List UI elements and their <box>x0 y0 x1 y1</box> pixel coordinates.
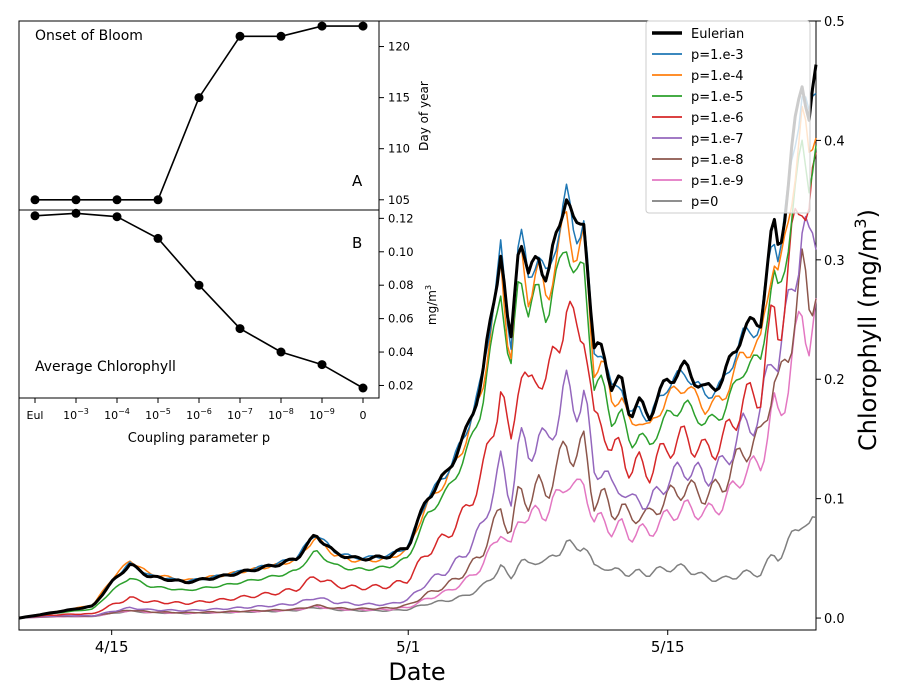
legend-label-8: p=0 <box>691 195 718 210</box>
legend-label-1: p=1.e-3 <box>691 48 744 63</box>
legend-label-7: p=1.e-9 <box>691 174 744 189</box>
inset-a-marker-6 <box>276 31 286 41</box>
inset-b-x-ticks: Eul 10−3 10−4 10−5 10−6 10−7 10−8 10−9 0 <box>27 398 367 422</box>
inset-a-y-ticks: 105 110 115 120 <box>379 40 410 207</box>
main-y-tick-label-3: 0.3 <box>824 254 845 269</box>
inset-b-y-tick-label-2: 0.06 <box>388 312 414 326</box>
inset-a-marker-2 <box>112 195 122 205</box>
main-y-ticks: 0.0 0.1 0.2 0.3 0.4 0.5 <box>816 15 845 627</box>
legend-frame <box>645 20 811 214</box>
inset-b-x-tick-label-0: Eul <box>27 409 44 422</box>
inset-b-marker-1 <box>71 208 81 218</box>
main-y-tick-label-5: 0.5 <box>824 15 845 30</box>
inset-b-y-tick-label-0: 0.02 <box>388 378 414 392</box>
main-y-tick-label-1: 0.1 <box>824 493 845 508</box>
main-x-axis-label: Date <box>388 658 445 686</box>
inset-b-x-tick-label-2: 10−4 <box>104 407 130 422</box>
main-chart: 4/15 5/1 5/15 0.0 0.1 0.2 0.3 0.4 0.5 Date Chlo… <box>18 15 882 686</box>
inset-b-marker-5 <box>235 324 245 334</box>
inset-b-marker-3 <box>153 233 163 243</box>
inset-b-content <box>30 208 368 393</box>
inset-a-marker-3 <box>153 195 163 205</box>
inset-a-y-tick-label-1: 110 <box>388 142 410 156</box>
inset-b-panel-label: B <box>352 234 362 252</box>
main-x-tick-label-0: 4/15 <box>95 638 129 656</box>
inset-a-y-tick-label-3: 120 <box>388 40 410 54</box>
inset-b-marker-6 <box>276 347 286 357</box>
inset-b-x-tick-label-4: 10−6 <box>186 407 212 422</box>
inset-b-x-tick-label-6: 10−8 <box>268 407 294 422</box>
inset-a-panel-label: A <box>352 172 363 190</box>
inset-a-marker-5 <box>235 31 245 41</box>
inset-b-y-tick-label-4: 0.10 <box>388 245 414 259</box>
main-y-tick-label-0: 0.0 <box>824 612 845 627</box>
inset-b-y-tick-label-5: 0.12 <box>388 211 414 225</box>
inset-b-x-tick-label-1: 10−3 <box>63 407 89 422</box>
inset-b-annotation: Average Chlorophyll <box>35 359 176 375</box>
inset-a-annotation: Onset of Bloom <box>35 28 143 44</box>
inset-b-marker-2 <box>112 212 122 222</box>
inset-b-x-tick-label-5: 10−7 <box>227 407 253 422</box>
main-x-tick-label-1: 5/1 <box>396 638 420 656</box>
series-line-6 <box>18 248 817 619</box>
main-y-tick-label-4: 0.4 <box>824 134 845 149</box>
inset-a-marker-1 <box>71 195 81 205</box>
inset-b-marker-7 <box>317 360 327 370</box>
inset-b-y-tick-label-3: 0.08 <box>388 278 414 292</box>
main-series-group <box>18 64 818 620</box>
inset-b-y-axis-label: mg/m3 <box>424 285 439 325</box>
inset-b-marker-0 <box>30 211 40 221</box>
inset-a-y-axis-label: Day of year <box>417 81 431 151</box>
inset-panel-b: 0.02 0.04 0.06 0.08 0.10 0.12 Eul 10−3 10−4 10−5… <box>18 208 439 446</box>
inset-a-y-tick-label-2: 115 <box>388 91 410 105</box>
main-x-tick-label-2: 5/15 <box>651 638 685 656</box>
main-y-axis-label: Chlorophyll (mg/m3) <box>851 209 882 451</box>
series-line-4 <box>18 152 817 619</box>
inset-b-marker-8 <box>358 383 368 393</box>
inset-a-marker-4 <box>194 93 204 103</box>
inset-b-y-tick-label-1: 0.04 <box>388 345 414 359</box>
legend-label-0: Eulerian <box>691 27 744 42</box>
legend-label-3: p=1.e-5 <box>691 90 744 105</box>
main-y-tick-label-2: 0.2 <box>824 373 845 388</box>
inset-a-frame <box>18 20 380 211</box>
series-line-3 <box>18 139 817 619</box>
inset-b-x-tick-label-3: 10−5 <box>145 407 171 422</box>
inset-b-y-ticks: 0.02 0.04 0.06 0.08 0.10 0.12 <box>379 211 414 392</box>
legend: Eulerian p=1.e-3 p=1.e-4 p=1.e-5 p=1.e-6 p=1.… <box>645 20 811 214</box>
inset-a-marker-7 <box>317 21 327 31</box>
inset-a-content <box>30 21 368 205</box>
legend-label-6: p=1.e-8 <box>691 153 744 168</box>
inset-a-marker-0 <box>30 195 40 205</box>
legend-items: Eulerian p=1.e-3 p=1.e-4 p=1.e-5 p=1.e-6 p=1.… <box>652 27 744 210</box>
inset-a-y-tick-label-0: 105 <box>388 193 410 207</box>
inset-panel-a: 105 110 115 120 Onset of Bloom A Day of yea… <box>18 20 431 211</box>
inset-a-marker-8 <box>358 21 368 31</box>
series-line-0 <box>18 64 818 620</box>
inset-b-marker-4 <box>194 280 204 290</box>
inset-b-x-tick-label-7: 10−9 <box>309 407 335 422</box>
legend-label-2: p=1.e-4 <box>691 69 744 84</box>
legend-label-4: p=1.e-6 <box>691 111 744 126</box>
legend-label-5: p=1.e-7 <box>691 132 744 147</box>
inset-b-x-axis-label: Coupling parameter p <box>128 431 270 446</box>
inset-b-x-tick-label-8: 0 <box>360 409 367 422</box>
main-x-ticks: 4/15 5/1 5/15 <box>95 630 685 656</box>
series-line-5 <box>18 215 817 619</box>
